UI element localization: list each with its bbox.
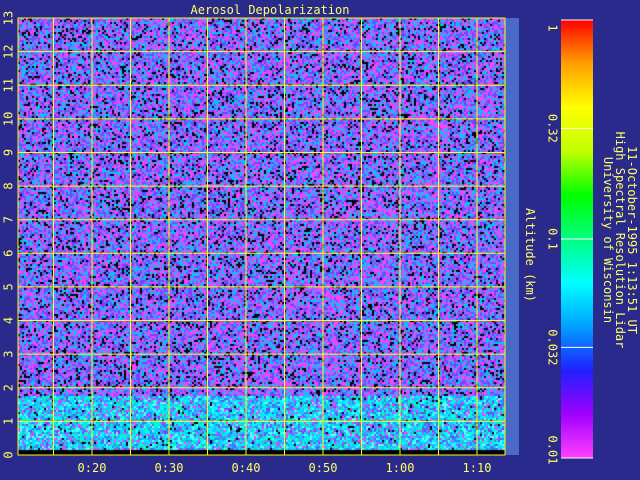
y-tick-label: 8 (2, 182, 16, 189)
y-tick-label: 13 (2, 11, 16, 25)
x-tick-label: 0:20 (78, 461, 107, 475)
colorbar-tick-label: 0.32 (546, 114, 560, 143)
y-tick-label: 6 (2, 250, 16, 257)
y-tick-label: 10 (2, 112, 16, 126)
y-tick-label: 4 (2, 317, 16, 324)
y-tick-label: 5 (2, 283, 16, 290)
y-tick-label: 12 (2, 44, 16, 58)
chart-title: Aerosol Depolarization (191, 3, 350, 17)
x-tick-label: 0:50 (309, 461, 338, 475)
y-tick-label: 11 (2, 78, 16, 92)
y-tick-label: 3 (2, 351, 16, 358)
x-tick-label: 1:00 (386, 461, 415, 475)
y-tick-label: 1 (2, 418, 16, 425)
y-tick-label: 2 (2, 384, 16, 391)
grid-lines (17, 17, 506, 456)
colorbar-tick-label: 1 (546, 24, 560, 31)
no-data-strip (505, 18, 519, 455)
colorbar-tick-label: 0.01 (546, 436, 560, 465)
colorbar-tick-label: 0.032 (546, 329, 560, 365)
info-line-1: University of Wisconsin (601, 157, 615, 323)
heatmap-image (18, 18, 505, 455)
colorbar-tick-label: 0.1 (546, 228, 560, 250)
colorbar-ticks: 0.01 0.032 0.1 0.32 1 (546, 19, 593, 465)
x-tick-label: 1:10 (463, 461, 492, 475)
info-line-2: High Spectral Resolution Lidar (613, 132, 627, 349)
depolarization-heatmap (18, 18, 519, 455)
info-line-3: 11-October-1995 1:13:51 UT (625, 146, 639, 334)
x-tick-label: 0:30 (155, 461, 184, 475)
y-axis-label: Altitude (km) (523, 208, 537, 302)
x-axis-ticks: 0:20 0:30 0:40 0:50 1:00 1:10 (78, 461, 492, 475)
y-tick-label: 9 (2, 149, 16, 156)
y-tick-label: 0 (2, 451, 16, 458)
y-tick-label: 7 (2, 216, 16, 223)
x-tick-label: 0:40 (232, 461, 261, 475)
